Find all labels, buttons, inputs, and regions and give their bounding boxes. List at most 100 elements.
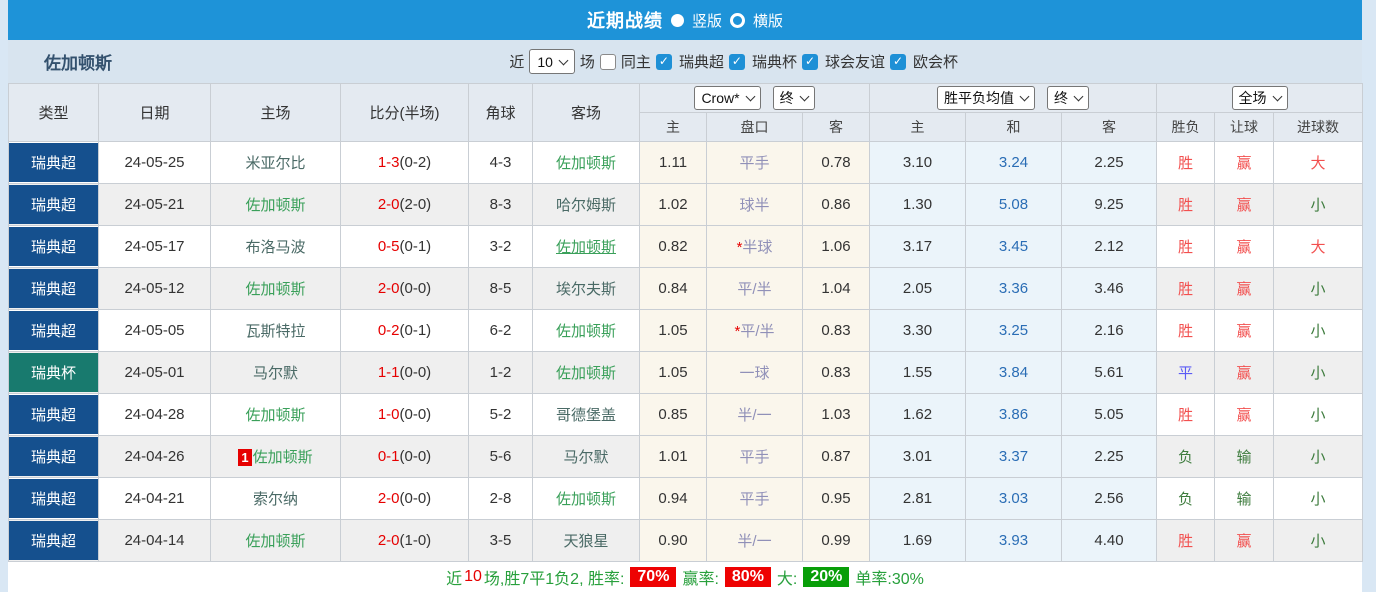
league1-checkbox[interactable]: ✓	[655, 53, 672, 70]
home-team[interactable]: 佐加顿斯	[245, 407, 306, 424]
home-team[interactable]: 瓦斯特拉	[245, 323, 306, 340]
chevron-down-icon	[799, 91, 810, 102]
away-win-odds: 5.05	[1061, 393, 1157, 436]
chevron-down-icon	[558, 55, 569, 65]
league-type-cell: 瑞典超	[8, 435, 99, 478]
away-team[interactable]: 佐加顿斯	[555, 323, 616, 340]
match-date: 24-05-17	[98, 225, 211, 268]
ah-away-odds: 1.03	[802, 393, 870, 436]
home-team[interactable]: 佐加顿斯	[245, 281, 306, 298]
match-date: 24-05-12	[98, 267, 211, 310]
draw-odds: 3.24	[965, 141, 1062, 184]
match-row: 瑞典超 24-04-14 佐加顿斯 2-0(1-0) 3-5 天狼星 0.90 …	[8, 519, 1363, 562]
near-count-select[interactable]: 10	[529, 49, 575, 74]
header-corner: 角球	[468, 83, 533, 142]
subheader-lose: 客	[1061, 112, 1157, 142]
ah-home-odds: 1.05	[639, 351, 707, 394]
home-team[interactable]: 佐加顿斯	[245, 197, 306, 214]
league2-checkbox[interactable]: ✓	[728, 53, 745, 70]
away-team[interactable]: 马尔默	[563, 449, 609, 466]
handicap-cell: *半球	[706, 225, 803, 268]
away-team[interactable]: 埃尔夫斯	[555, 281, 616, 298]
same-home-checkbox[interactable]	[599, 53, 616, 70]
handicap-cell: 半/一	[706, 519, 803, 562]
corner-count: 8-5	[468, 267, 533, 310]
league4-checkbox[interactable]: ✓	[889, 53, 906, 70]
handicap-cell: 平/半	[706, 267, 803, 310]
home-team[interactable]: 索尔纳	[252, 491, 298, 508]
match-date: 24-05-21	[98, 183, 211, 226]
league-type-badge: 瑞典超	[9, 227, 98, 266]
handicap-line: 半/一	[737, 533, 772, 550]
match-date: 24-05-25	[98, 141, 211, 184]
summary-near-games: 10	[464, 568, 482, 585]
fulltime-score: 0-5	[377, 238, 400, 255]
wdl-result: 胜	[1156, 183, 1215, 226]
halftime-score: (0-1)	[399, 322, 432, 339]
handicap-star: *	[734, 323, 741, 340]
match-date: 24-05-01	[98, 351, 211, 394]
handicap-cell: *平/半	[706, 309, 803, 352]
handicap-cell: 平手	[706, 141, 803, 184]
chevron-down-icon	[1019, 91, 1030, 102]
wdl-result: 负	[1156, 477, 1215, 520]
home-team-cell: 1 佐加顿斯	[210, 435, 341, 478]
ah-home-odds: 0.85	[639, 393, 707, 436]
handicap-line: 半/一	[737, 407, 772, 424]
away-team[interactable]: 哈尔姆斯	[555, 197, 616, 214]
halftime-score: (0-0)	[399, 448, 432, 465]
handicap-result: 赢	[1214, 225, 1274, 268]
chevron-down-icon	[1073, 91, 1084, 102]
league1-label: 瑞典超	[678, 54, 724, 71]
odds-source-select[interactable]: Crow*	[694, 86, 761, 110]
odds-group-header: 胜平负均值 终	[869, 83, 1157, 113]
home-team[interactable]: 佐加顿斯	[252, 449, 313, 466]
halftime-score: (0-2)	[399, 154, 432, 171]
scope-select[interactable]: 全场	[1231, 86, 1288, 110]
halftime-score: (0-0)	[399, 280, 432, 297]
handicap-cell: 平手	[706, 477, 803, 520]
match-row: 瑞典超 24-05-05 瓦斯特拉 0-2(0-1) 6-2 佐加顿斯 1.05…	[8, 309, 1363, 352]
subheader-ah-home: 主	[639, 112, 707, 142]
ah-home-odds: 0.94	[639, 477, 707, 520]
away-team[interactable]: 佐加顿斯	[555, 239, 616, 256]
corner-count: 6-2	[468, 309, 533, 352]
title-bar: 近期战绩 竖版 横版	[8, 0, 1362, 40]
horizontal-radio-label[interactable]: 横版	[753, 12, 784, 30]
league-type-badge: 瑞典超	[9, 479, 98, 518]
handicap-line: 球半	[739, 197, 770, 214]
halftime-score: (0-0)	[399, 364, 432, 381]
handicap-result: 赢	[1214, 393, 1274, 436]
away-team[interactable]: 哥德堡盖	[555, 407, 616, 424]
score-cell: 2-0(1-0)	[340, 519, 469, 562]
near-label: 近	[509, 54, 525, 71]
away-win-odds: 5.61	[1061, 351, 1157, 394]
away-team[interactable]: 佐加顿斯	[555, 365, 616, 382]
away-team-cell: 天狼星	[532, 519, 640, 562]
away-team[interactable]: 天狼星	[563, 533, 609, 550]
away-team[interactable]: 佐加顿斯	[555, 155, 616, 172]
odds-final-select[interactable]: 终	[1047, 86, 1089, 110]
vertical-radio-label[interactable]: 竖版	[691, 12, 722, 30]
vertical-radio[interactable]	[670, 13, 684, 27]
home-team[interactable]: 布洛马波	[245, 239, 306, 256]
handicap-final-select[interactable]: 终	[772, 86, 815, 110]
horizontal-radio[interactable]	[730, 12, 745, 28]
home-win-odds: 1.69	[869, 519, 966, 562]
score-cell: 2-0(2-0)	[340, 183, 469, 226]
home-team[interactable]: 佐加顿斯	[245, 533, 306, 550]
home-team[interactable]: 米亚尔比	[245, 155, 306, 172]
ah-home-odds: 1.02	[639, 183, 707, 226]
league-type-cell: 瑞典杯	[8, 351, 99, 394]
handicap-cell: 一球	[706, 351, 803, 394]
corner-count: 5-2	[468, 393, 533, 436]
match-row: 瑞典超 24-04-21 索尔纳 2-0(0-0) 2-8 佐加顿斯 0.94 …	[8, 477, 1363, 520]
avg-odds-select[interactable]: 胜平负均值	[937, 86, 1035, 110]
ah-home-odds: 0.90	[639, 519, 707, 562]
away-team[interactable]: 佐加顿斯	[555, 491, 616, 508]
league3-checkbox[interactable]: ✓	[801, 53, 818, 70]
home-team[interactable]: 马尔默	[252, 365, 298, 382]
score-cell: 0-2(0-1)	[340, 309, 469, 352]
handicap-cell: 球半	[706, 183, 803, 226]
league-type-cell: 瑞典超	[8, 519, 99, 562]
